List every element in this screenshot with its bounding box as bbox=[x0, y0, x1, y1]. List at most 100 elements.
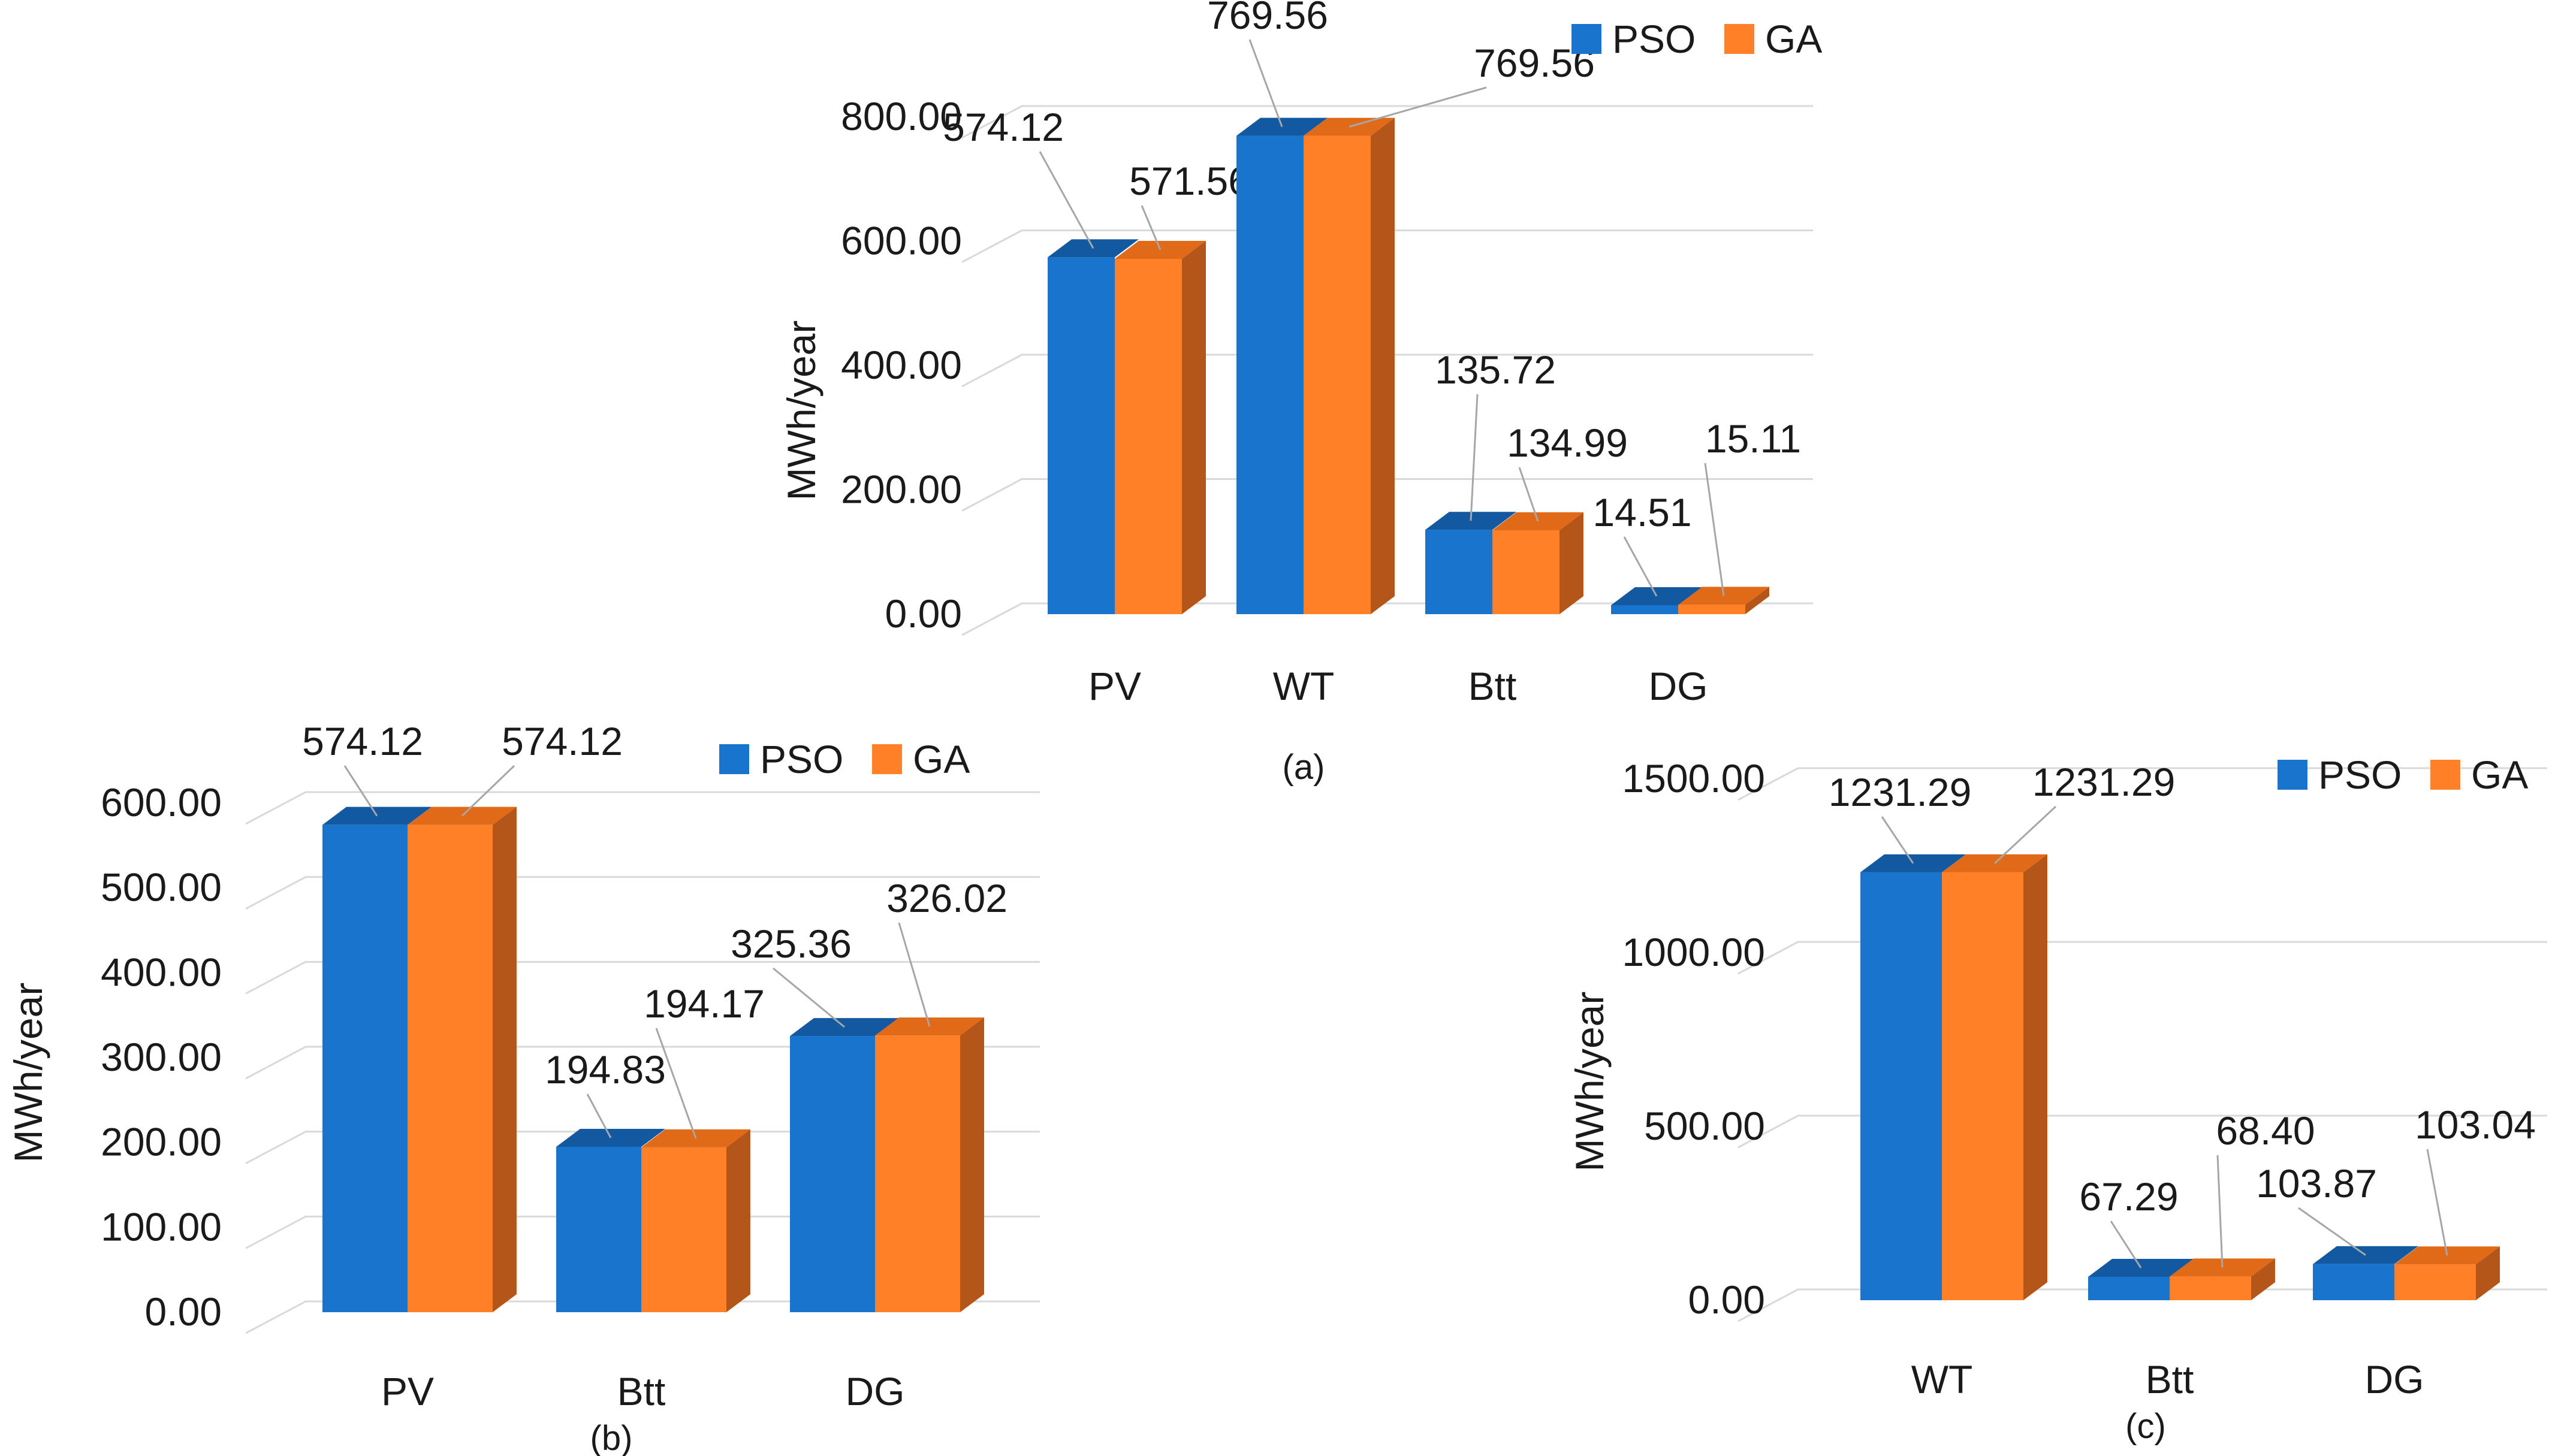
data-label: 134.99 bbox=[1507, 421, 1628, 465]
y-axis-label: MWh/year bbox=[1567, 992, 1612, 1172]
legend-label-ga: GA bbox=[1765, 17, 1822, 61]
bar-pso-btt bbox=[2088, 1258, 2194, 1300]
bar-front bbox=[1425, 530, 1492, 614]
bar-side bbox=[1559, 512, 1583, 614]
data-label: 67.29 bbox=[2079, 1174, 2178, 1219]
chart-c: 0.00 500.00 1000.00 1500.00 MWh/year 1231.29 1… bbox=[1567, 753, 2547, 1446]
data-label: 14.51 bbox=[1592, 490, 1691, 534]
bar-front bbox=[2088, 1276, 2170, 1300]
bar-front bbox=[1492, 530, 1559, 614]
bar-front bbox=[2394, 1264, 2476, 1300]
leader-line bbox=[1248, 39, 1283, 128]
leader-line bbox=[1518, 467, 1539, 522]
y-tick-label: 400.00 bbox=[841, 343, 962, 387]
y-tick-label: 400.00 bbox=[101, 950, 222, 994]
bar-ga-dg bbox=[875, 1017, 984, 1312]
bar-front bbox=[1611, 605, 1678, 614]
category-label: Btt bbox=[1468, 664, 1517, 708]
legend-swatch-ga bbox=[2430, 760, 2460, 790]
leader-line bbox=[1993, 805, 2057, 864]
gridline bbox=[1738, 1114, 2547, 1149]
data-label: 68.40 bbox=[2216, 1108, 2315, 1153]
bar-front bbox=[408, 824, 493, 1312]
bar-pso-pv bbox=[322, 806, 432, 1312]
y-tick-label: 1000.00 bbox=[1622, 930, 1765, 974]
gridline bbox=[245, 876, 1040, 910]
gridline bbox=[961, 478, 1813, 512]
bar-front bbox=[1236, 135, 1304, 615]
data-label: 325.36 bbox=[731, 922, 852, 966]
leader-line bbox=[655, 1028, 697, 1139]
category-label: WT bbox=[1273, 664, 1335, 708]
y-tick-label: 800.00 bbox=[841, 94, 962, 138]
category-label: DG bbox=[2365, 1357, 2424, 1401]
bar-front bbox=[875, 1035, 960, 1312]
leader-line bbox=[461, 765, 515, 817]
legend-swatch-pso bbox=[719, 744, 749, 774]
bar-side bbox=[2023, 854, 2047, 1300]
bar-front bbox=[1860, 872, 1942, 1300]
chart-a: 0.00 200.00 400.00 600.00 800.00 MWh/year 574.… bbox=[779, 0, 1822, 787]
bar-front bbox=[1678, 605, 1745, 614]
leader-line bbox=[898, 922, 931, 1027]
bar-ga-btt bbox=[1492, 512, 1583, 614]
y-tick-label: 200.00 bbox=[841, 467, 962, 512]
leader-line bbox=[343, 765, 378, 817]
legend-label-ga: GA bbox=[2471, 753, 2528, 797]
gridline bbox=[245, 791, 1040, 825]
bar-front bbox=[2313, 1264, 2394, 1300]
leader-line bbox=[1141, 205, 1162, 250]
category-label: PV bbox=[1088, 664, 1141, 708]
data-label: 1231.29 bbox=[1829, 770, 1972, 814]
bar-front bbox=[1942, 872, 2023, 1300]
gridline bbox=[1738, 1288, 2547, 1322]
leader-line bbox=[1704, 463, 1725, 596]
leader-line bbox=[773, 967, 845, 1028]
leader-line bbox=[1039, 151, 1094, 249]
bar-side bbox=[726, 1129, 750, 1312]
leader-line bbox=[586, 1093, 612, 1138]
bar-ga-wt bbox=[1942, 854, 2047, 1300]
bar-side bbox=[493, 806, 517, 1312]
data-label: 326.02 bbox=[886, 876, 1007, 920]
category-label: WT bbox=[1911, 1357, 1973, 1401]
legend-label-ga: GA bbox=[913, 737, 970, 781]
y-axis-label: MWh/year bbox=[779, 321, 823, 501]
data-label: 574.12 bbox=[502, 719, 623, 763]
y-tick-label: 600.00 bbox=[841, 219, 962, 263]
leader-line bbox=[2110, 1221, 2142, 1268]
legend-label-pso: PSO bbox=[2318, 753, 2402, 797]
data-label: 769.56 bbox=[1207, 0, 1328, 37]
bar-front bbox=[790, 1036, 875, 1312]
category-label: DG bbox=[1649, 664, 1708, 708]
data-label: 1231.29 bbox=[2032, 760, 2176, 804]
legend-label-pso: PSO bbox=[1612, 17, 1696, 61]
bar-ga-btt bbox=[641, 1129, 750, 1312]
bar-pso-dg bbox=[790, 1018, 899, 1312]
y-tick-label: 100.00 bbox=[101, 1204, 222, 1249]
y-tick-label: 0.00 bbox=[885, 591, 962, 636]
bar-front bbox=[1115, 259, 1182, 615]
bar-pso-btt bbox=[1425, 512, 1516, 614]
y-tick-label: 300.00 bbox=[101, 1035, 222, 1079]
gridline bbox=[961, 229, 1813, 263]
data-label: 194.83 bbox=[545, 1047, 666, 1092]
bar-front bbox=[2170, 1276, 2251, 1300]
data-label: 194.17 bbox=[644, 981, 765, 1026]
leader-line bbox=[1349, 86, 1487, 128]
bar-side bbox=[2476, 1246, 2500, 1300]
leader-line bbox=[2216, 1155, 2224, 1268]
legend-swatch-pso bbox=[1571, 24, 1601, 54]
data-label: 574.12 bbox=[943, 105, 1064, 149]
bar-front bbox=[641, 1147, 726, 1312]
bar-pso-btt bbox=[556, 1128, 665, 1312]
y-tick-label: 500.00 bbox=[1644, 1104, 1765, 1148]
bar-front bbox=[556, 1146, 641, 1312]
gridline bbox=[245, 960, 1040, 995]
panel-caption: (c) bbox=[2125, 1407, 2166, 1446]
y-tick-label: 0.00 bbox=[145, 1289, 222, 1334]
bar-pso-dg bbox=[2313, 1246, 2418, 1300]
y-tick-label: 0.00 bbox=[1688, 1277, 1765, 1322]
y-tick-label: 600.00 bbox=[101, 780, 222, 824]
panel-caption: (b) bbox=[590, 1419, 633, 1456]
